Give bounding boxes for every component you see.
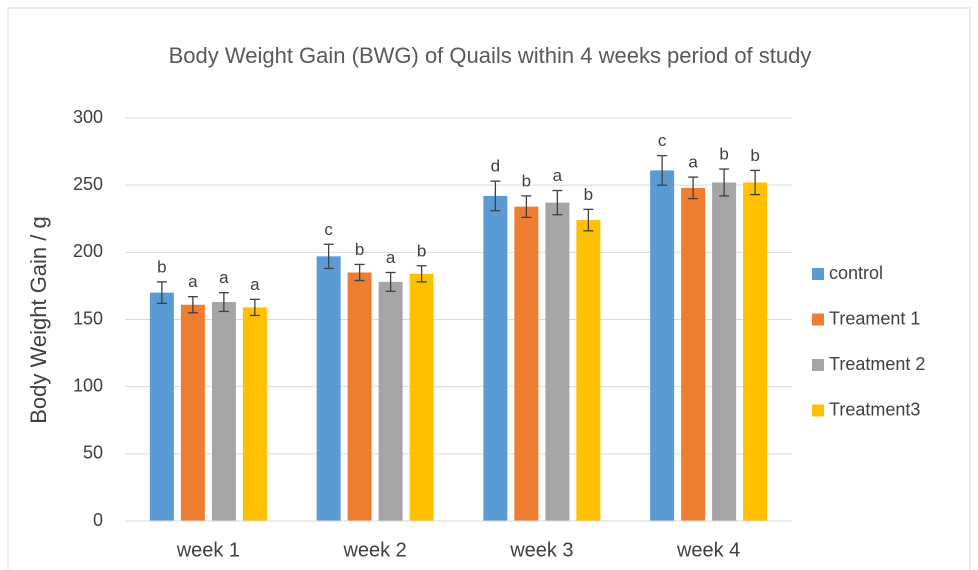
legend-label: control <box>829 263 883 283</box>
significance-label: a <box>250 275 260 294</box>
bar <box>211 302 236 521</box>
y-tick-label: 100 <box>73 375 103 395</box>
bar <box>378 281 403 521</box>
significance-label: d <box>491 157 500 176</box>
bar <box>149 292 174 521</box>
bar <box>316 256 341 521</box>
bar <box>242 307 267 521</box>
y-tick-label: 250 <box>73 174 103 194</box>
significance-label: b <box>157 257 166 276</box>
significance-label: b <box>584 185 593 204</box>
significance-label: b <box>522 171 531 190</box>
bar <box>650 170 675 521</box>
bar <box>409 273 434 521</box>
legend-label: Treament 1 <box>829 308 920 328</box>
legend-label: Treatment3 <box>829 399 920 419</box>
legend-swatch <box>812 268 824 280</box>
legend-swatch <box>812 404 824 417</box>
bar <box>743 182 768 522</box>
x-tick-label: week 2 <box>342 539 406 561</box>
significance-label: a <box>553 166 563 185</box>
bar <box>514 206 539 521</box>
significance-label: b <box>355 240 364 259</box>
y-tick-label: 0 <box>93 510 103 530</box>
chart-border <box>7 7 971 570</box>
bar <box>576 220 601 522</box>
significance-label: a <box>386 248 396 267</box>
significance-label: c <box>658 131 667 150</box>
legend-swatch <box>812 313 824 326</box>
bar <box>545 202 570 521</box>
significance-label: a <box>219 268 229 287</box>
bar <box>681 187 706 521</box>
legend-swatch <box>812 359 824 371</box>
significance-label: b <box>750 146 759 165</box>
significance-label: b <box>417 241 426 260</box>
legend-label: Treatment 2 <box>829 354 925 374</box>
significance-label: a <box>688 153 698 172</box>
x-tick-label: week 3 <box>509 539 573 561</box>
y-tick-label: 200 <box>73 241 103 261</box>
significance-label: c <box>324 220 333 239</box>
y-tick-label: 300 <box>73 107 103 127</box>
bar <box>180 304 205 521</box>
x-tick-label: week 1 <box>176 539 240 561</box>
y-tick-label: 50 <box>83 443 103 463</box>
y-axis-label: Body Weight Gain / g <box>26 216 51 424</box>
significance-label: b <box>719 145 728 164</box>
y-tick-label: 150 <box>73 308 103 328</box>
bar <box>483 195 508 521</box>
chart-title: Body Weight Gain (BWG) of Quails within … <box>168 43 812 68</box>
bar <box>347 272 372 521</box>
x-tick-label: week 4 <box>676 539 740 561</box>
bar <box>712 182 737 522</box>
significance-label: a <box>188 272 198 291</box>
